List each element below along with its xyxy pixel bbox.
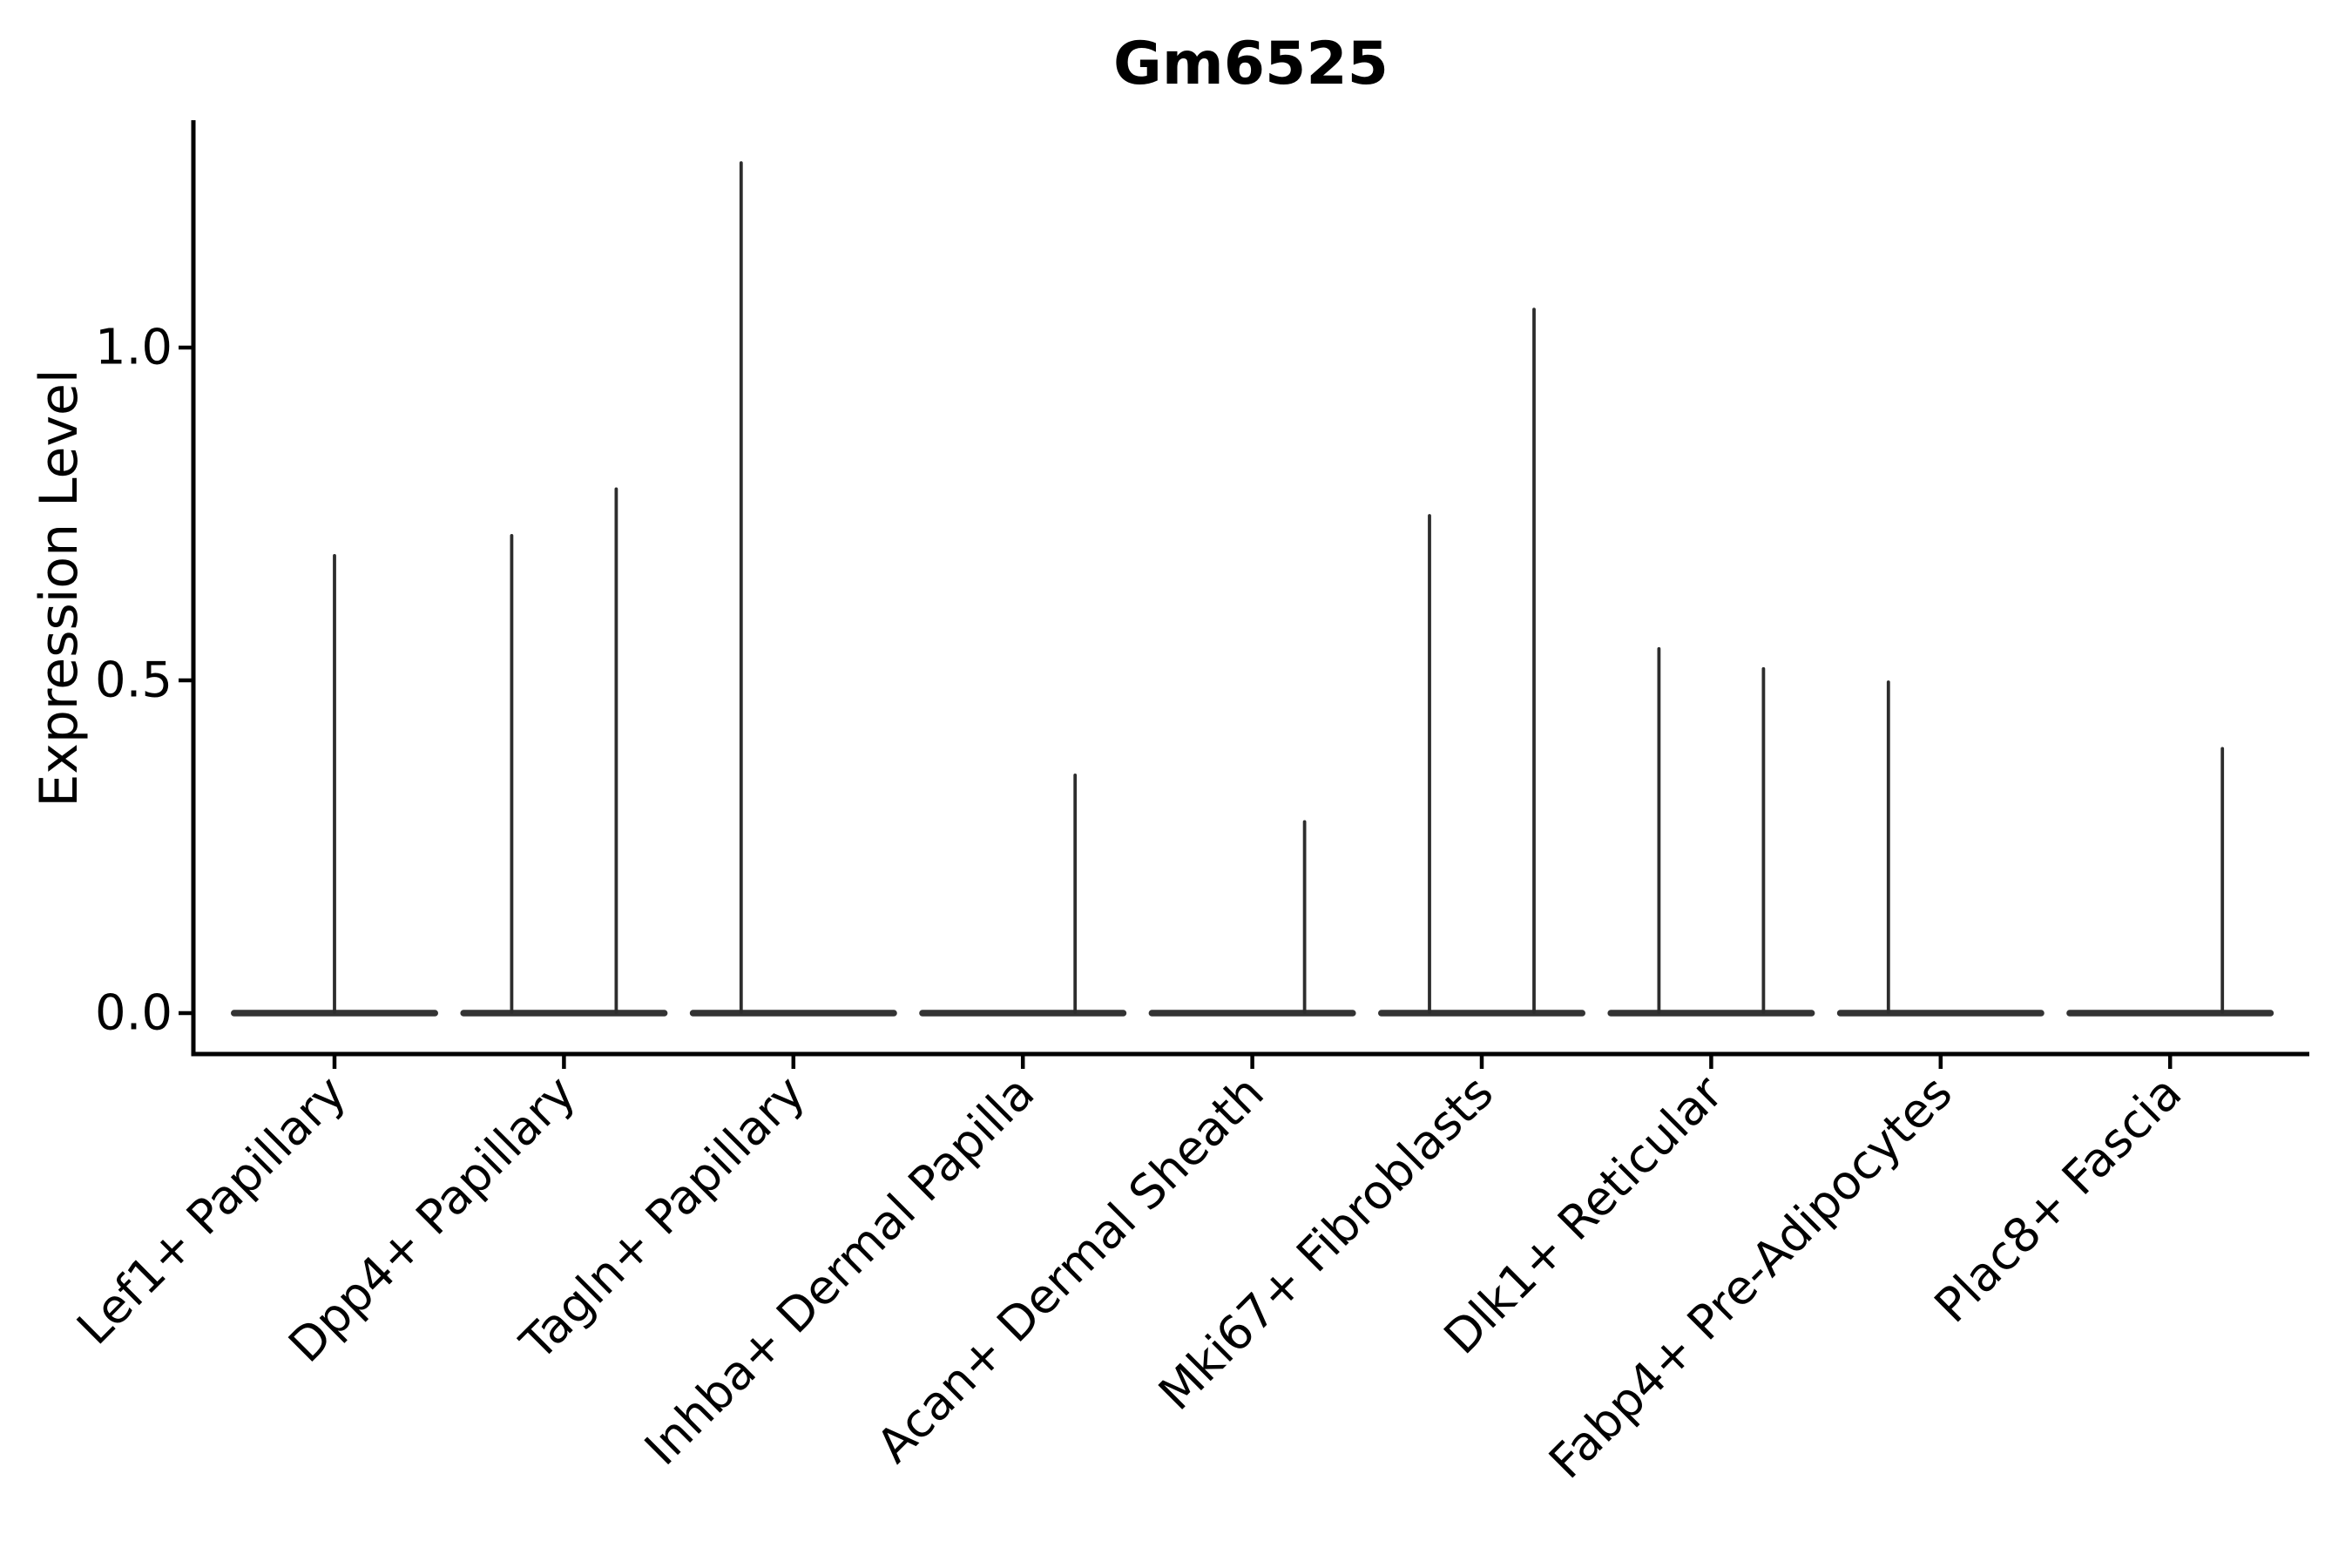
violin-body [1148, 1010, 1356, 1017]
violin [919, 774, 1127, 1017]
violin [1607, 646, 1815, 1017]
violin-body [460, 1010, 668, 1017]
violin-body [1378, 1010, 1585, 1017]
axis-ticks [179, 345, 2173, 1069]
violin [1378, 308, 1585, 1017]
violin-body [1836, 1010, 2044, 1017]
violin-body [2066, 1010, 2274, 1017]
chart-title: Gm6525 [1113, 30, 1389, 98]
violin [1148, 820, 1356, 1017]
violin-body [1607, 1010, 1815, 1017]
violin-body [919, 1010, 1127, 1017]
y-axis-label: Expression Level [29, 368, 90, 807]
violin [689, 161, 897, 1017]
x-tick-label: Fabp4+ Pre-Adipocytes [1538, 1065, 1963, 1490]
violin [460, 487, 668, 1017]
axes-spines [191, 120, 2309, 1057]
violin-body [689, 1010, 897, 1017]
x-tick-label: Plac8+ Fascia [1924, 1065, 2193, 1334]
violin-glyphs [231, 161, 2274, 1017]
y-tick-label: 0.0 [95, 985, 172, 1042]
violin [1836, 680, 2044, 1017]
y-tick-label: 1.0 [95, 320, 172, 376]
x-tick-label: Acan+ Dermal Sheath [866, 1065, 1274, 1473]
x-tick-label: Inhba+ Dermal Papilla [634, 1065, 1044, 1476]
violin [2066, 747, 2274, 1017]
violin [231, 553, 438, 1017]
y-tick-label: 0.5 [95, 652, 172, 709]
